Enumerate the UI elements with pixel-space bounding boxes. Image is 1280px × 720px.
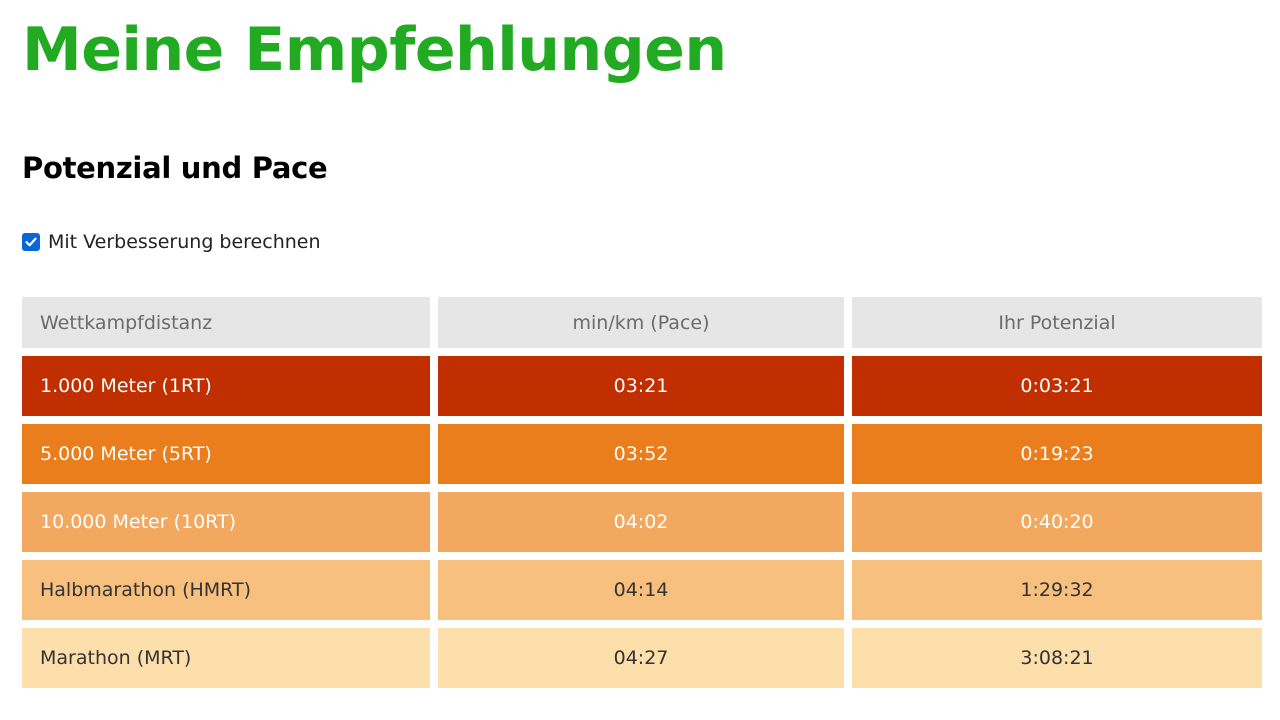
table-cell-potential: 0:03:21 [852,356,1262,416]
column-header-distance: Wettkampfdistanz [22,297,430,348]
table-cell-distance: 5.000 Meter (5RT) [22,424,430,484]
table-cell-pace: 04:14 [438,560,844,620]
section-title: Potenzial und Pace [22,151,328,185]
pace-table: Wettkampfdistanz min/km (Pace) Ihr Poten… [22,297,1262,688]
improvement-checkbox-label[interactable]: Mit Verbesserung berechnen [48,231,321,253]
table-cell-pace: 04:27 [438,628,844,688]
column-header-pace: min/km (Pace) [438,297,844,348]
table-cell-pace: 03:21 [438,356,844,416]
page-title: Meine Empfehlungen [22,15,727,85]
table-cell-distance: 10.000 Meter (10RT) [22,492,430,552]
table-cell-potential: 0:40:20 [852,492,1262,552]
table-cell-potential: 1:29:32 [852,560,1262,620]
table-cell-potential: 0:19:23 [852,424,1262,484]
table-cell-distance: Marathon (MRT) [22,628,430,688]
table-cell-distance: Halbmarathon (HMRT) [22,560,430,620]
table-cell-pace: 03:52 [438,424,844,484]
column-header-potential: Ihr Potenzial [852,297,1262,348]
table-cell-pace: 04:02 [438,492,844,552]
checkmark-icon [25,237,37,247]
table-cell-distance: 1.000 Meter (1RT) [22,356,430,416]
table-cell-potential: 3:08:21 [852,628,1262,688]
improvement-checkbox[interactable] [22,233,40,251]
improvement-option: Mit Verbesserung berechnen [22,228,321,256]
